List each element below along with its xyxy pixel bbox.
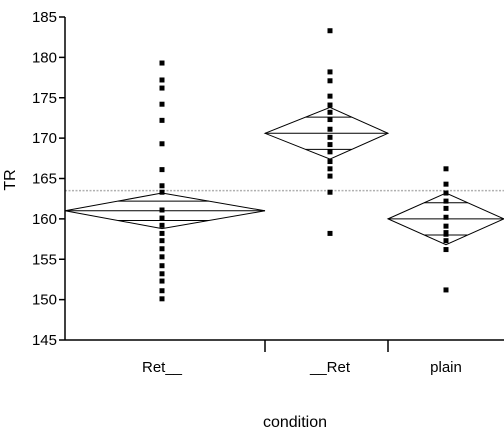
data-point (327, 69, 333, 75)
x-tick-label: Ret__ (142, 359, 183, 376)
data-point (443, 214, 449, 220)
data-point (159, 271, 165, 277)
data-point (159, 167, 165, 173)
data-point (159, 230, 165, 236)
y-tick-label: 185 (32, 9, 57, 26)
data-point (327, 166, 333, 172)
data-point (327, 159, 333, 165)
y-tick-label: 150 (32, 292, 57, 309)
y-tick-label: 170 (32, 130, 57, 147)
data-point (327, 102, 333, 108)
y-tick-label: 165 (32, 171, 57, 188)
points-layer (159, 28, 449, 302)
y-tick-label: 180 (32, 49, 57, 66)
data-point (443, 247, 449, 253)
x-tick-label: plain (430, 359, 462, 376)
y-axis-title: TR (2, 169, 19, 190)
data-point (159, 215, 165, 221)
data-point (443, 198, 449, 204)
diamond-layer (64, 106, 504, 246)
data-point (159, 60, 165, 66)
data-point (159, 296, 165, 302)
means-diamond (386, 192, 504, 246)
data-point (159, 238, 165, 244)
data-point (159, 254, 165, 260)
data-point (443, 238, 449, 244)
data-point (327, 134, 333, 140)
data-point (159, 207, 165, 213)
data-point (327, 93, 333, 99)
data-point (159, 85, 165, 91)
x-axis-title: condition (263, 414, 327, 431)
data-point (159, 77, 165, 83)
data-point (159, 101, 165, 107)
data-point (159, 263, 165, 269)
data-point (327, 28, 333, 34)
data-point (327, 142, 333, 148)
data-point (327, 78, 333, 84)
data-point (159, 222, 165, 228)
axis-layer: 145 150 155 160 165 170 175 180 185 Ret__ __Ret pla… (32, 9, 504, 376)
data-point (327, 109, 333, 115)
y-tick-label: 175 (32, 90, 57, 107)
data-point (327, 149, 333, 155)
data-point (327, 126, 333, 132)
data-point (327, 230, 333, 236)
y-tick-label: 160 (32, 211, 57, 228)
data-point (159, 189, 165, 195)
y-tick-label: 145 (32, 332, 57, 349)
data-point (159, 183, 165, 189)
y-tick-label: 155 (32, 251, 57, 268)
data-point (443, 223, 449, 229)
data-point (443, 190, 449, 196)
data-point (159, 117, 165, 123)
data-point (443, 231, 449, 237)
data-point (327, 189, 333, 195)
data-point (327, 173, 333, 179)
data-point (443, 181, 449, 187)
data-point (159, 278, 165, 284)
data-point (443, 287, 449, 293)
data-point (159, 246, 165, 252)
data-point (159, 141, 165, 147)
data-point (327, 117, 333, 123)
data-point (443, 205, 449, 211)
data-point (443, 166, 449, 172)
data-point (159, 288, 165, 294)
x-tick-label: __Ret (309, 359, 351, 376)
